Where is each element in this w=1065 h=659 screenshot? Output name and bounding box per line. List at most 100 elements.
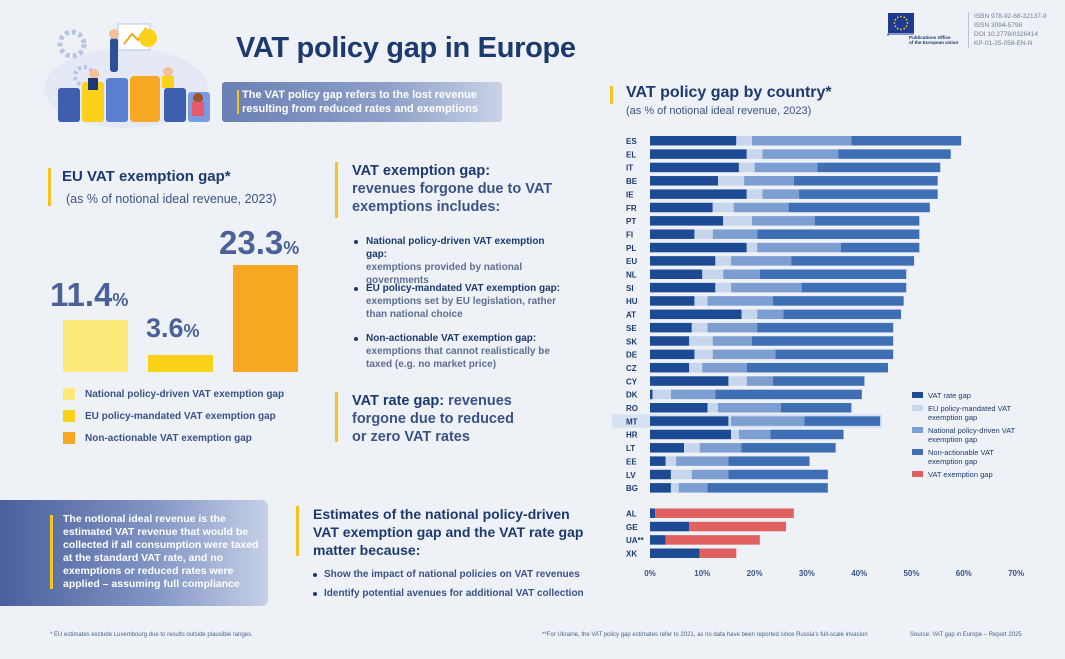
bar-pl-series-1: [746, 242, 758, 253]
bar-el-series-3: [838, 149, 951, 159]
bar-be-series-3: [793, 176, 938, 186]
bar-cz-series-3: [746, 362, 888, 373]
category-label: AL: [626, 509, 637, 518]
bar-si-series-0: [650, 282, 716, 293]
chart-title: VAT policy gap by country*: [626, 84, 832, 101]
chart-legend-item: Non-actionable VAT exemption gap: [912, 448, 1022, 466]
bar-de-series-1: [694, 349, 713, 360]
chart-legend-label: National policy-driven VAT exemption gap: [928, 426, 1016, 444]
non-actionable-gap-bar: [233, 264, 298, 372]
bar-hu-series-3: [772, 296, 904, 306]
bar-pt-series-1: [723, 216, 752, 226]
bar-ua-series-4: [665, 535, 760, 545]
chart-legend-label: Non-actionable VAT exemption gap: [928, 448, 994, 466]
bar-ie-series-1: [746, 189, 763, 199]
bar-es-series-3: [851, 136, 962, 146]
estimates-accent: [296, 506, 299, 556]
bar-se-series-0: [650, 322, 692, 333]
category-label: LT: [626, 444, 635, 453]
category-label: DE: [626, 351, 638, 360]
bar-fi-series-1: [694, 229, 713, 239]
bar-hr-series-0: [650, 429, 732, 440]
bar-dk-series-0: [650, 389, 653, 400]
bar-cz-series-0: [650, 362, 690, 373]
estimates-item-2: Identify potential avenues for additiona…: [324, 588, 584, 599]
bar-ro-series-3: [780, 403, 852, 413]
bar-es-series-0: [650, 136, 737, 146]
bar-fi-series-3: [757, 229, 920, 239]
bar-ie-series-2: [762, 189, 800, 199]
category-label: HU: [626, 297, 638, 306]
category-label: NL: [626, 271, 637, 280]
category-label: FI: [626, 230, 633, 239]
chart-subtitle: (as % of notional ideal revenue, 2023): [626, 105, 812, 117]
bar-nl-series-2: [723, 269, 760, 279]
category-label: LV: [626, 471, 636, 480]
chart-legend-swatch: [912, 392, 923, 398]
category-label: EU: [626, 257, 637, 266]
bar-hu-series-1: [694, 296, 708, 306]
publications-office-logo: Publications Office of the European Unio…: [887, 13, 958, 45]
notional-revenue-note: The notional ideal revenue is the estima…: [63, 513, 259, 590]
intro-accent-bar: [237, 90, 239, 114]
bar-cz-series-2: [702, 362, 747, 373]
bar-de-series-0: [650, 349, 695, 360]
bar-ee-series-1: [665, 456, 677, 466]
category-label: CY: [626, 377, 638, 386]
bar-at-series-3: [783, 309, 902, 320]
category-label: HR: [626, 431, 638, 440]
bar-lv-series-3: [728, 469, 828, 480]
category-label: EL: [626, 150, 636, 159]
x-tick-label: 60%: [956, 569, 972, 578]
bar-it-series-3: [817, 162, 941, 173]
bar-ee-series-3: [728, 456, 810, 466]
bar-it-series-1: [738, 162, 755, 173]
chart-legend-swatch: [912, 471, 923, 477]
bar-be-series-2: [744, 176, 794, 186]
bar-hr-series-2: [738, 429, 771, 440]
bar-at-series-0: [650, 309, 742, 320]
bar-ro-series-2: [717, 403, 781, 413]
x-tick-label: 20%: [747, 569, 763, 578]
category-label: BG: [626, 484, 638, 493]
chart-legend-swatch: [912, 427, 923, 433]
bar-ie-series-3: [799, 189, 938, 199]
bar-bg-series-2: [678, 483, 708, 493]
category-label: AT: [626, 311, 636, 320]
bar-bg-series-0: [650, 483, 671, 493]
chart-legend-item: EU policy-mandated VAT exemption gap: [912, 404, 1022, 422]
bar-fr-series-1: [712, 202, 734, 213]
bar-bg-series-1: [670, 483, 679, 493]
bar-se-series-3: [757, 322, 894, 333]
doi: DOI 10.2778/0326414: [974, 31, 1038, 38]
bar-ee-series-0: [650, 456, 666, 466]
estimates-heading: Estimates of the national policy-driven …: [313, 506, 584, 558]
bar-si-series-2: [731, 282, 802, 293]
bar-at-series-1: [741, 309, 758, 320]
bar-cy-series-0: [650, 376, 729, 386]
bar-ro-series-1: [707, 403, 718, 413]
bar-fi-series-2: [712, 229, 758, 239]
bar-si-series-3: [801, 282, 907, 293]
bar-sk-series-2: [712, 336, 752, 346]
bullet-3: [354, 337, 358, 341]
chart-accent: [610, 86, 613, 104]
bar-be-series-1: [717, 176, 745, 186]
category-label: DK: [626, 391, 638, 400]
bar-ee-series-2: [676, 456, 729, 466]
bar-es-series-2: [751, 136, 852, 146]
bar-it-series-0: [650, 162, 739, 173]
legend-swatch-non-actionable: [63, 432, 75, 444]
bar-pt-series-2: [751, 216, 815, 226]
x-tick-label: 70%: [1008, 569, 1024, 578]
bar-xk-series-0: [650, 548, 700, 558]
bar-al-series-0: [650, 508, 656, 518]
bar-eu-series-0: [650, 256, 716, 266]
bar-mt-series-0: [650, 416, 729, 426]
chart-legend-label: EU policy-mandated VAT exemption gap: [928, 404, 1011, 422]
eu-gap-bar: [148, 355, 213, 372]
category-label: ES: [626, 137, 637, 146]
x-tick-label: 40%: [851, 569, 867, 578]
category-label: MT: [626, 417, 638, 426]
notional-revenue-note-box: [0, 500, 268, 606]
